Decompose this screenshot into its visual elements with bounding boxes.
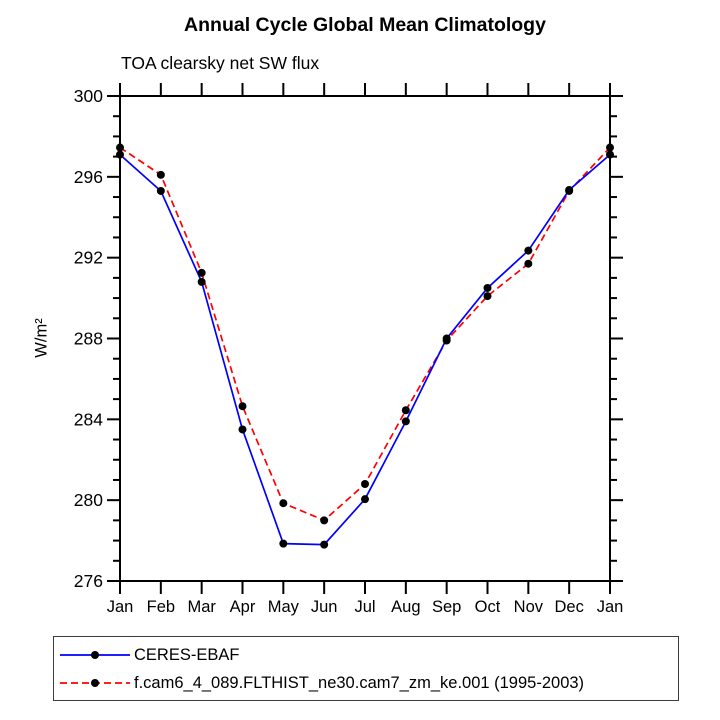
y-axis-ticks: 276 280 284 288 292 296 300: [74, 86, 623, 591]
data-markers: [116, 143, 614, 549]
legend-sample-solid-line: [60, 651, 130, 659]
legend-marker-dot: [91, 679, 99, 687]
x-tick-label: Jan: [597, 598, 624, 616]
data-point-marker: [320, 540, 329, 549]
data-point-marker: [320, 516, 329, 525]
x-tick-label: May: [268, 598, 300, 616]
legend-marker-dot: [91, 651, 99, 659]
y-tick-label: 276: [74, 571, 103, 591]
y-tick-label: 300: [74, 86, 103, 106]
x-axis-ticks: Jan Feb Mar Apr May Jun Jul Aug Sep Oct Nov Dec Jan: [107, 83, 624, 616]
data-point-marker: [401, 417, 410, 426]
data-point-marker: [156, 186, 165, 195]
y-tick-label: 296: [74, 167, 103, 187]
x-tick-label: Mar: [187, 598, 216, 616]
data-point-marker: [606, 150, 614, 159]
data-point-marker: [279, 499, 288, 508]
data-point-marker: [524, 259, 533, 268]
data-point-marker: [361, 495, 369, 504]
data-point-marker: [156, 170, 165, 179]
data-point-marker: [361, 480, 369, 488]
x-tick-label: Feb: [147, 598, 175, 616]
data-point-marker: [606, 143, 614, 152]
x-tick-label: Jan: [107, 598, 134, 616]
series-line-1: [119, 146, 611, 522]
data-point-marker: [442, 336, 451, 345]
data-point-marker: [197, 268, 206, 277]
y-tick-label: 280: [74, 490, 103, 510]
data-point-marker: [483, 283, 492, 292]
axis-box: [119, 95, 611, 582]
legend: CERES-EBAF f.cam6_4_089.FLTHIST_ne30.cam…: [53, 636, 679, 701]
x-tick-label: Nov: [514, 598, 544, 616]
data-point-marker: [238, 402, 247, 411]
legend-sample-dashed-line: [60, 679, 130, 687]
x-tick-label: Jun: [311, 598, 338, 616]
data-point-marker: [197, 277, 206, 286]
chart-subtitle: TOA clearsky net SW flux: [121, 53, 320, 73]
x-tick-label: Aug: [391, 598, 420, 616]
legend-item-model-run: f.cam6_4_089.FLTHIST_ne30.cam7_zm_ke.001…: [54, 669, 678, 697]
x-tick-label: Dec: [554, 598, 583, 616]
chart-title: Annual Cycle Global Mean Climatology: [184, 14, 546, 36]
data-point-marker: [116, 143, 124, 152]
y-tick-label: 292: [74, 248, 103, 268]
data-point-marker: [483, 292, 492, 301]
legend-label-model-run: f.cam6_4_089.FLTHIST_ne30.cam7_zm_ke.001…: [134, 673, 585, 692]
data-point-marker: [238, 425, 247, 434]
y-tick-label: 284: [74, 409, 103, 429]
x-tick-label: Jul: [354, 598, 375, 616]
legend-item-ceres-ebaf: CERES-EBAF: [54, 641, 678, 669]
x-tick-label: Oct: [475, 598, 501, 616]
data-point-marker: [401, 406, 410, 415]
data-point-marker: [524, 246, 533, 255]
data-point-marker: [565, 186, 574, 195]
y-tick-label: 288: [74, 329, 103, 349]
x-tick-label: Apr: [230, 598, 256, 616]
legend-label-ceres-ebaf: CERES-EBAF: [134, 645, 240, 664]
data-point-marker: [279, 539, 288, 548]
data-point-marker: [116, 150, 124, 159]
x-tick-label: Sep: [432, 598, 461, 616]
